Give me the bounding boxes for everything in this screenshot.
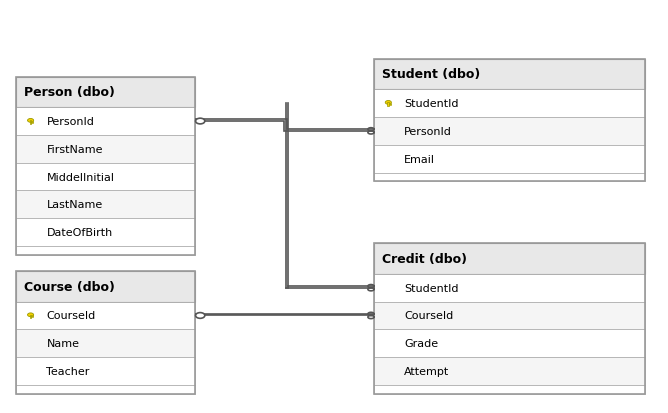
Circle shape xyxy=(196,119,205,125)
Circle shape xyxy=(27,313,33,317)
Text: Attempt: Attempt xyxy=(404,366,450,376)
Bar xyxy=(16,302,195,330)
Bar xyxy=(389,105,391,106)
Bar xyxy=(374,244,645,274)
Text: Person (dbo): Person (dbo) xyxy=(24,86,115,99)
Bar xyxy=(16,108,195,135)
Bar xyxy=(374,118,645,145)
Bar xyxy=(16,77,195,108)
Text: PersonId: PersonId xyxy=(404,126,452,137)
Text: Student (dbo): Student (dbo) xyxy=(381,68,480,81)
Text: Teacher: Teacher xyxy=(47,366,90,376)
Bar xyxy=(374,302,645,330)
Bar xyxy=(16,330,195,357)
Text: FirstName: FirstName xyxy=(47,145,103,154)
Text: Name: Name xyxy=(47,338,79,349)
Bar xyxy=(30,121,31,124)
Text: StudentId: StudentId xyxy=(404,283,459,293)
Bar xyxy=(374,274,645,302)
Bar xyxy=(16,357,195,385)
Text: CourseId: CourseId xyxy=(404,311,454,320)
Text: Grade: Grade xyxy=(404,338,438,349)
Text: StudentId: StudentId xyxy=(404,99,459,109)
Bar xyxy=(374,59,645,90)
Bar xyxy=(374,90,645,118)
Bar xyxy=(374,244,645,394)
Circle shape xyxy=(385,101,391,105)
Bar xyxy=(16,271,195,394)
Circle shape xyxy=(196,313,205,318)
Bar xyxy=(30,315,31,318)
Bar xyxy=(387,103,389,106)
Bar xyxy=(16,163,195,191)
Bar xyxy=(16,271,195,302)
Bar xyxy=(16,77,195,255)
Bar xyxy=(374,385,645,394)
Bar xyxy=(374,330,645,357)
Bar xyxy=(374,145,645,173)
Bar xyxy=(16,191,195,219)
Bar xyxy=(16,385,195,394)
Circle shape xyxy=(27,119,33,123)
Text: CourseId: CourseId xyxy=(47,311,96,320)
Text: LastName: LastName xyxy=(47,200,103,210)
Bar xyxy=(31,317,33,318)
Bar xyxy=(16,135,195,163)
Text: Email: Email xyxy=(404,154,436,164)
Text: Credit (dbo): Credit (dbo) xyxy=(381,252,467,265)
Bar xyxy=(374,173,645,182)
Bar xyxy=(374,59,645,182)
Text: DateOfBirth: DateOfBirth xyxy=(47,228,113,237)
Text: PersonId: PersonId xyxy=(47,117,94,127)
Bar xyxy=(374,357,645,385)
Text: MiddelInitial: MiddelInitial xyxy=(47,172,114,182)
Bar xyxy=(16,247,195,255)
Text: Course (dbo): Course (dbo) xyxy=(24,280,115,293)
Bar xyxy=(16,219,195,247)
